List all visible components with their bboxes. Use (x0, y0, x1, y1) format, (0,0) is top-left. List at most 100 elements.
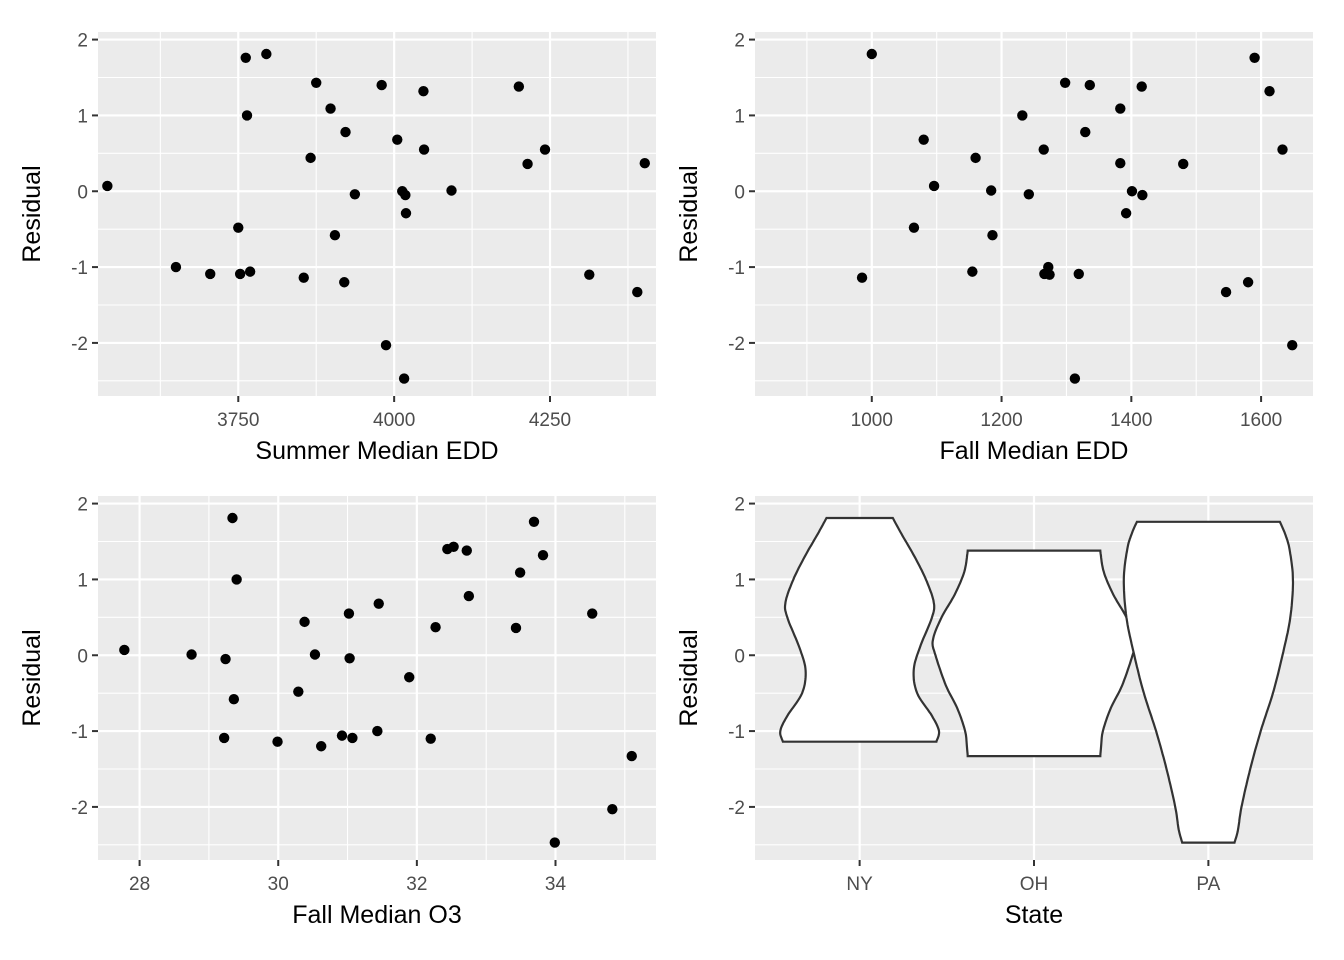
data-point (1249, 52, 1260, 63)
data-point (1080, 126, 1091, 138)
x-axis-title: State (1005, 901, 1063, 929)
data-point (448, 541, 459, 553)
y-tick-label: 1 (734, 570, 745, 591)
y-tick-label: -2 (71, 798, 88, 819)
data-point (418, 144, 430, 155)
data-point (380, 339, 392, 351)
x-axis-title: Summer Median EDD (255, 437, 498, 465)
data-point (1264, 85, 1275, 97)
data-point (430, 621, 441, 633)
data-points (856, 48, 1298, 384)
data-point (918, 134, 929, 145)
data-point (261, 48, 272, 60)
gridlines (755, 32, 1313, 396)
data-point (1069, 373, 1081, 384)
data-point (305, 152, 316, 164)
data-point (549, 837, 560, 848)
data-point (908, 222, 920, 233)
data-point (446, 185, 457, 196)
x-tick-label: 4250 (529, 410, 571, 431)
y-tick-label: -2 (728, 798, 745, 819)
data-point (522, 158, 533, 170)
panel-fall-median-o3: -2 -1 0 1 2 28 30 32 34 Fall Median O3 Residual (18, 495, 656, 929)
data-point (1059, 77, 1071, 89)
x-tick-label: 1200 (980, 410, 1022, 431)
data-point (1277, 144, 1288, 155)
y-tick-label: 1 (77, 106, 88, 127)
x-tick-label: 4000 (373, 410, 415, 431)
gridlines (98, 32, 656, 396)
data-point (461, 545, 472, 556)
data-point (298, 272, 309, 283)
y-tick-label: -1 (728, 722, 745, 743)
data-point (311, 77, 322, 89)
data-point (1287, 339, 1298, 351)
data-point (987, 230, 998, 241)
y-axis-title: Residual (675, 165, 703, 262)
y-axis-title: Residual (675, 629, 703, 726)
data-point (510, 622, 522, 634)
x-tick-label: NY (846, 874, 873, 895)
data-point (626, 750, 637, 762)
data-point (186, 649, 197, 660)
data-point (240, 52, 251, 63)
axes: -2 -1 0 1 2 NY OH PA (728, 495, 1221, 895)
data-point (967, 266, 978, 277)
data-point (1017, 110, 1028, 121)
data-point (344, 653, 355, 664)
data-point (299, 616, 310, 628)
x-tick-label: OH (1020, 874, 1049, 895)
data-point (205, 268, 216, 280)
data-point (1023, 189, 1035, 200)
data-point (398, 373, 410, 384)
data-point (970, 152, 981, 164)
x-tick-label: 30 (268, 874, 289, 895)
x-tick-label: 32 (406, 874, 427, 895)
x-tick-label: 28 (129, 874, 150, 895)
y-tick-label: -2 (728, 334, 745, 355)
data-point (349, 189, 361, 200)
data-point (339, 277, 350, 288)
data-point (1073, 268, 1084, 280)
data-point (404, 672, 415, 683)
y-tick-label: 0 (77, 646, 88, 667)
data-point (119, 644, 130, 656)
y-tick-label: 2 (734, 31, 745, 52)
data-point (325, 103, 336, 114)
data-point (539, 144, 551, 155)
y-tick-label: 1 (77, 570, 88, 591)
data-point (514, 567, 526, 578)
data-point (340, 126, 351, 138)
data-point (425, 733, 436, 744)
data-point (400, 208, 412, 219)
x-tick-label: 1600 (1240, 410, 1282, 431)
data-point (584, 269, 595, 280)
x-tick-label: 3750 (217, 410, 259, 431)
data-point (1044, 269, 1055, 280)
x-axis-title: Fall Median O3 (292, 901, 462, 929)
data-point (928, 180, 940, 192)
data-point (293, 686, 304, 697)
data-points (119, 512, 637, 848)
x-tick-label: 1400 (1110, 410, 1152, 431)
panel-summer-median-edd: -2 -1 0 1 2 3750 4000 4250 Summer Median EDD Re… (18, 31, 656, 465)
data-point (587, 608, 598, 619)
panel-state-violin: -2 -1 0 1 2 NY OH PA State Residual (675, 495, 1313, 929)
data-point (272, 736, 283, 747)
violin-ny (779, 516, 941, 743)
y-tick-label: -1 (728, 258, 745, 279)
violin-pa (1122, 520, 1295, 844)
y-tick-label: 0 (77, 182, 88, 203)
x-tick-label: 1000 (851, 410, 893, 431)
data-point (1115, 157, 1126, 169)
y-tick-label: 0 (734, 646, 745, 667)
data-point (392, 134, 403, 145)
data-point (1136, 81, 1147, 92)
data-point (336, 730, 348, 741)
plot-background (98, 32, 656, 396)
y-tick-label: -1 (71, 258, 88, 279)
axes: -2 -1 0 1 2 3750 4000 4250 (71, 31, 571, 431)
data-point (866, 48, 877, 60)
